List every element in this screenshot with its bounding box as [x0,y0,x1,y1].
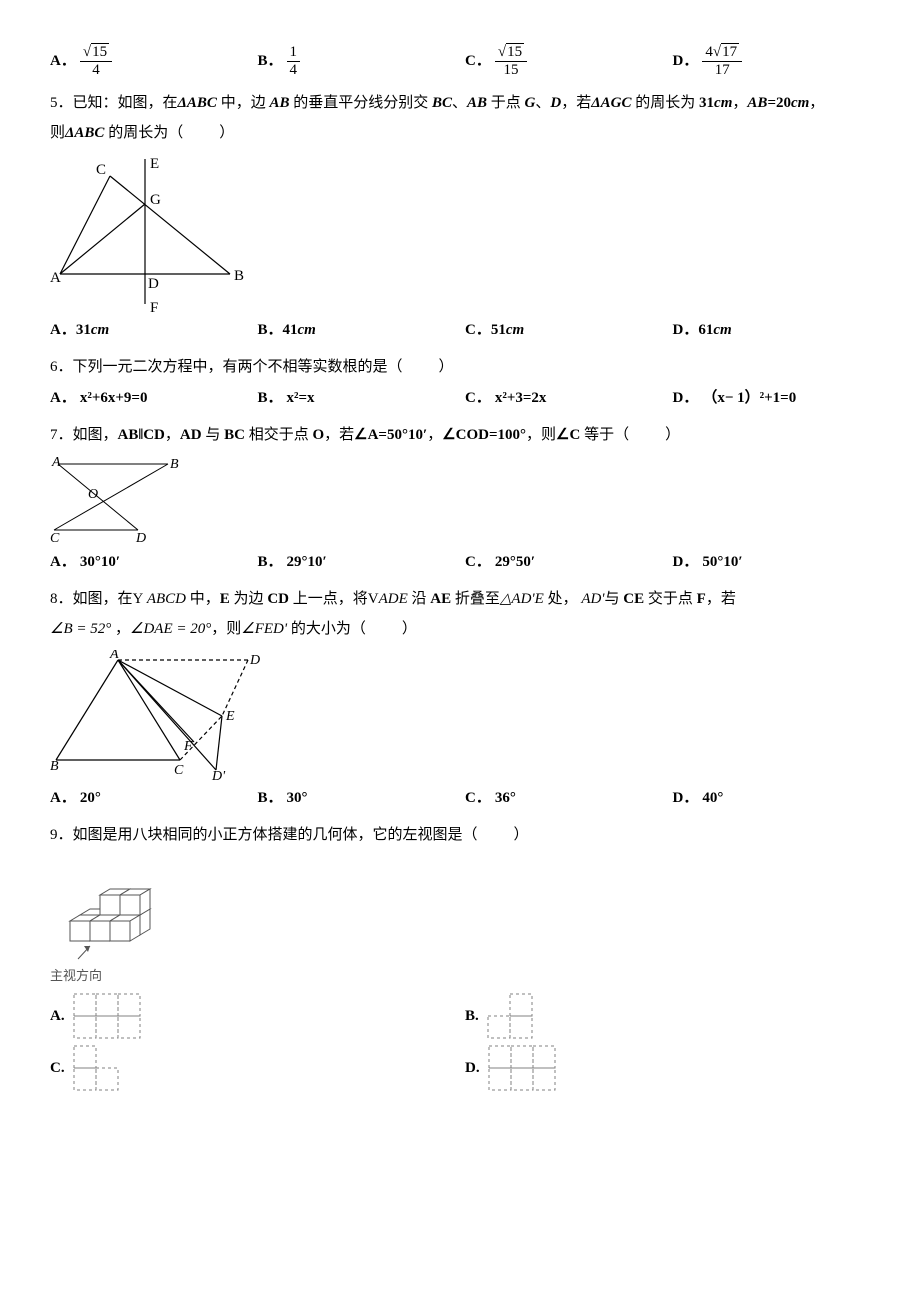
q6-text: 6．下列一元二次方程中，有两个不相等实数根的是（） [50,352,880,382]
q4-options: A． 15 4 B． 1 4 C． 15 15 D． 417 17 [50,44,880,78]
grid-view [488,1045,556,1091]
q8-diagram: A B C D E F D' [50,650,880,782]
opt-label: A. [50,1004,65,1028]
opt-label: A． [50,49,76,73]
q7-options: A．30°10′ B．29°10′ C．29°50′ D．50°10′ [50,550,880,574]
svg-text:A: A [50,270,61,286]
q9-row2: C. D. [50,1045,880,1091]
q4-opt-b[interactable]: B． 1 4 [258,44,466,78]
grid-view [73,1045,119,1091]
fraction: 15 4 [80,44,112,78]
q5-opt-b[interactable]: B．41cm [258,318,466,342]
q6-opt-a[interactable]: A．x²+6x+9=0 [50,386,258,410]
q8-opt-d[interactable]: D．40° [673,786,881,810]
svg-text:D': D' [211,769,226,782]
grid-view [73,993,141,1039]
opt-label: B. [465,1004,479,1028]
q9-row1: A. B. [50,993,880,1039]
q8-options: A．20° B．30° C．36° D．40° [50,786,880,810]
q9-text: 9．如图是用八块相同的小正方体搭建的几何体，它的左视图是（） [50,820,880,850]
svg-text:B: B [170,457,179,472]
q5-options: A．31cm B．41cm C．51cm D．61cm [50,318,880,342]
q5-text: 5．已知：如图，在ΔABC 中，边 AB 的垂直平分线分别交 BC、AB 于点 … [50,88,880,148]
q6-opt-b[interactable]: B．x²=x [258,386,466,410]
opt-label: D. [465,1056,480,1080]
svg-text:E: E [150,156,159,172]
q9-opt-a[interactable]: A. [50,993,465,1039]
q5-opt-a[interactable]: A．31cm [50,318,258,342]
q8-opt-a[interactable]: A．20° [50,786,258,810]
svg-text:D: D [249,653,260,668]
q8-text: 8．如图，在Y ABCD 中，E 为边 CD 上一点，将VADE 沿 AE 折叠… [50,584,880,644]
fraction: 417 17 [702,44,742,78]
svg-text:E: E [225,709,235,724]
q5-opt-c[interactable]: C．51cm [465,318,673,342]
q5-diagram: A B C D E F G [50,154,880,314]
opt-label: C. [50,1056,65,1080]
svg-text:F: F [183,739,193,754]
grid-view [487,993,533,1039]
q7-text: 7．如图，AB‖CD，AD 与 BC 相交于点 O，若∠A=50°10′，∠CO… [50,420,880,450]
q7-diagram: A B C D O [50,456,880,546]
q4-opt-a[interactable]: A． 15 4 [50,44,258,78]
svg-text:B: B [50,759,59,774]
q8-opt-b[interactable]: B．30° [258,786,466,810]
svg-text:A: A [109,650,119,662]
q5-opt-d[interactable]: D．61cm [673,318,881,342]
q9-solid: 主视方向 [50,856,880,987]
q6-options: A．x²+6x+9=0 B．x²=x C．x²+3=2x D．（x− 1）²+1… [50,386,880,410]
svg-text:C: C [50,531,60,546]
svg-text:B: B [234,268,244,284]
fraction: 15 15 [495,44,527,78]
q7-opt-d[interactable]: D．50°10′ [673,550,881,574]
q4-opt-d[interactable]: D． 417 17 [673,44,881,78]
q9-opt-c[interactable]: C. [50,1045,465,1091]
svg-text:O: O [88,487,98,502]
q4-opt-c[interactable]: C． 15 15 [465,44,673,78]
svg-text:D: D [135,531,146,546]
opt-label: D． [673,49,699,73]
svg-text:F: F [150,300,158,314]
svg-text:C: C [174,763,184,778]
q6-opt-d[interactable]: D．（x− 1）²+1=0 [673,386,881,410]
svg-text:A: A [51,456,61,470]
opt-label: C． [465,49,491,73]
svg-text:C: C [96,162,106,178]
q7-opt-c[interactable]: C．29°50′ [465,550,673,574]
svg-text:G: G [150,192,161,208]
q9-opt-d[interactable]: D. [465,1045,880,1091]
svg-text:D: D [148,276,159,292]
q9-opt-b[interactable]: B. [465,993,880,1039]
opt-label: B． [258,49,283,73]
fraction: 1 4 [287,44,301,78]
q7-opt-a[interactable]: A．30°10′ [50,550,258,574]
q7-opt-b[interactable]: B．29°10′ [258,550,466,574]
q9-caption: 主视方向 [50,966,880,987]
q6-opt-c[interactable]: C．x²+3=2x [465,386,673,410]
q8-opt-c[interactable]: C．36° [465,786,673,810]
